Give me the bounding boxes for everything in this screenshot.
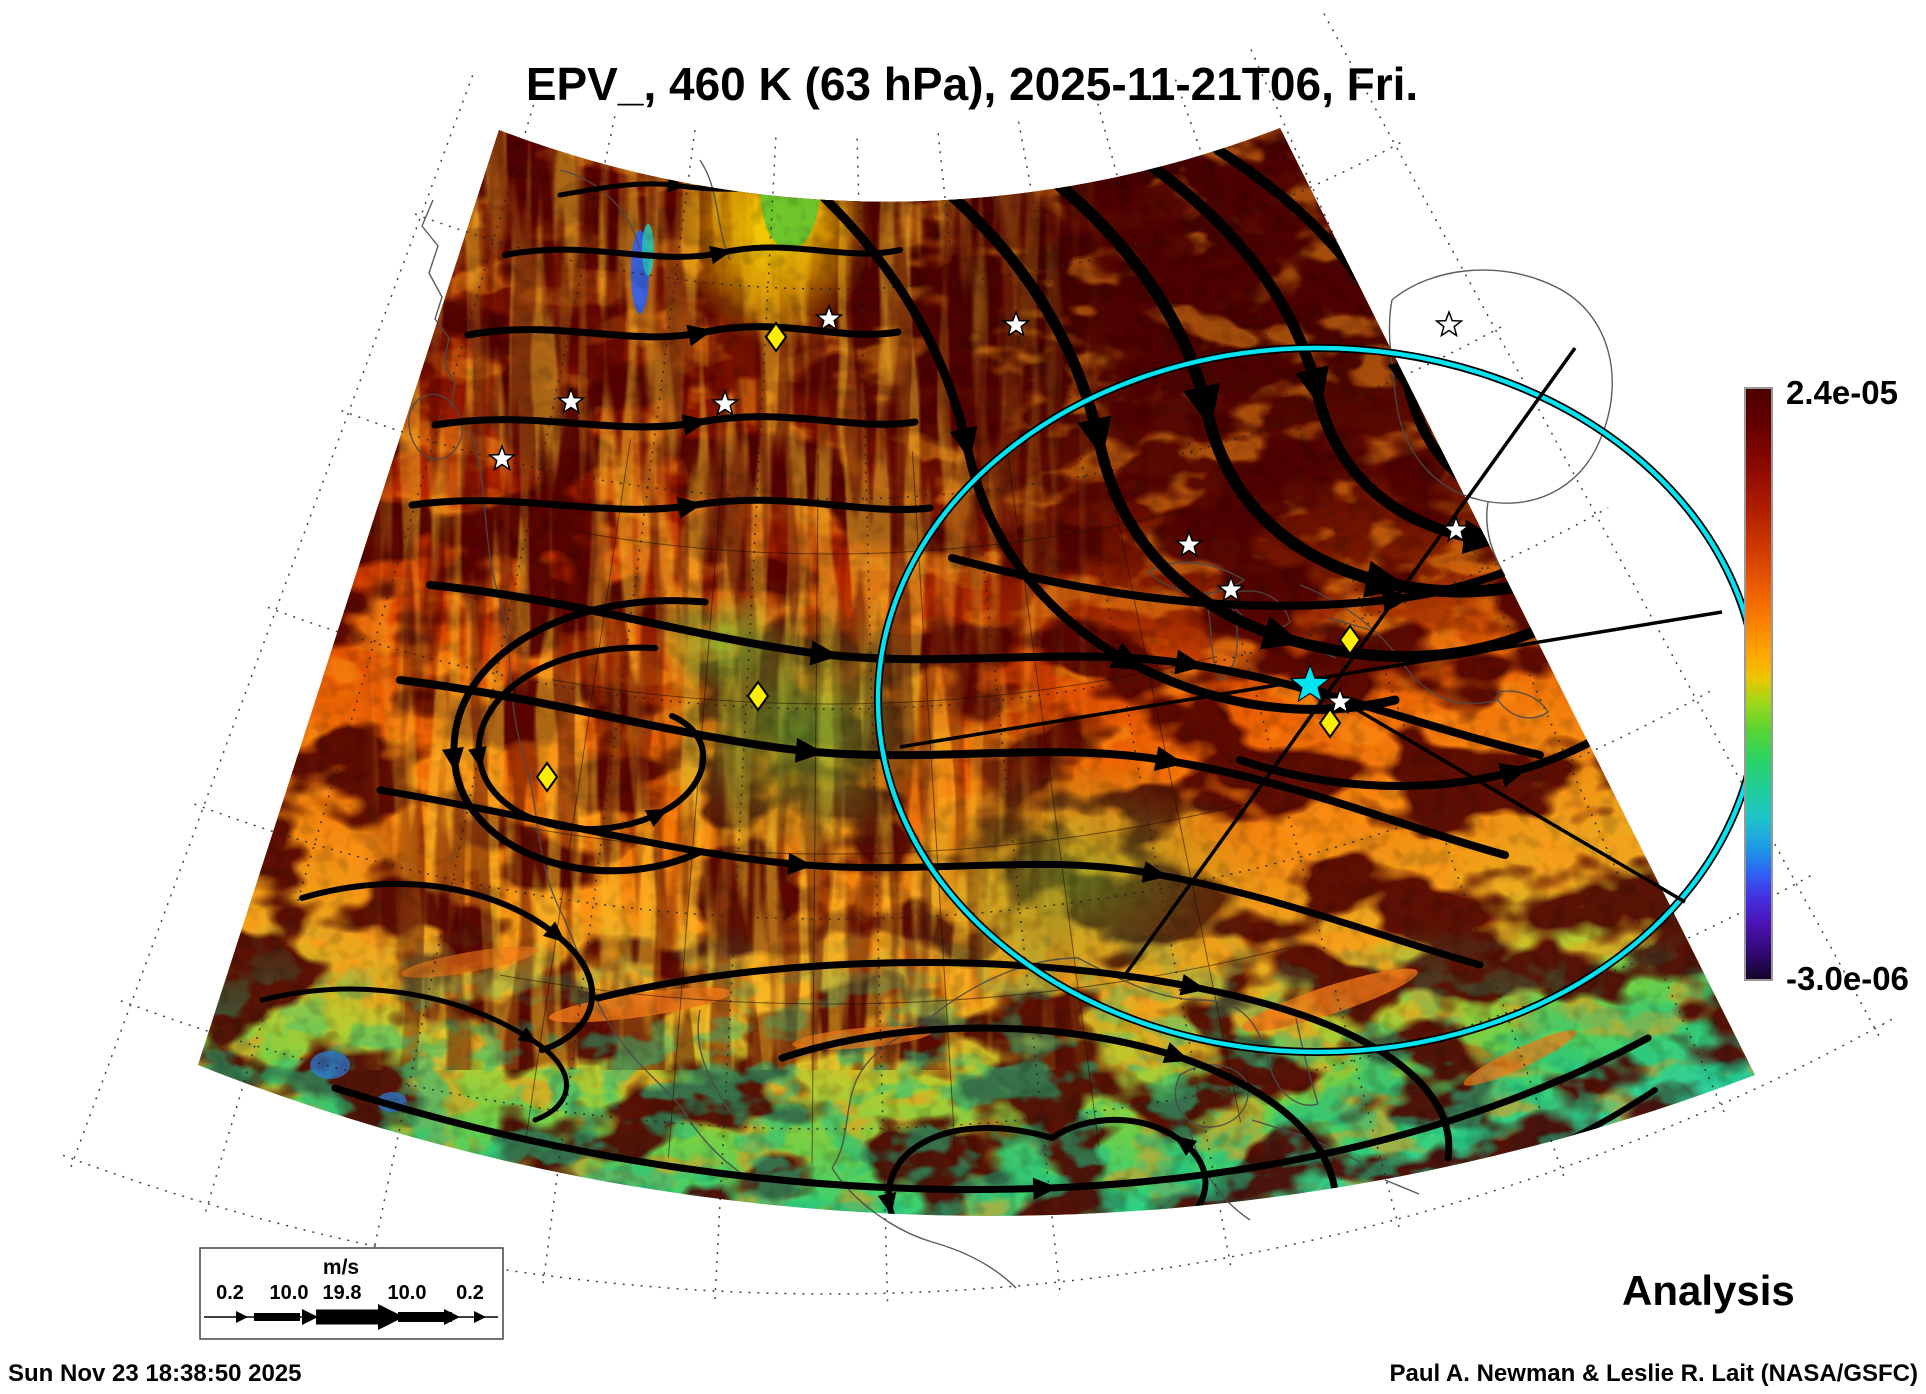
station-star-icon <box>814 303 844 332</box>
legend-value: 0.2 <box>216 1282 244 1304</box>
colorbar-max-label: 2.4e-05 <box>1786 374 1898 411</box>
epv-field <box>198 128 1755 1216</box>
station-star-icon <box>1325 686 1355 715</box>
legend-value: 0.2 <box>456 1282 484 1304</box>
colorbar-min-label: -3.0e-06 <box>1786 960 1909 997</box>
site-diamond-icon <box>1338 624 1362 656</box>
legend-value: 10.0 <box>270 1282 309 1304</box>
site-diamond-icon <box>764 321 788 353</box>
legend-value: 10.0 <box>388 1282 427 1304</box>
highlighted-site-star-icon <box>1289 663 1331 703</box>
analysis-label: Analysis <box>1622 1267 1795 1314</box>
station-star-icon <box>710 388 740 417</box>
station-star-icon <box>1441 514 1471 543</box>
legend-unit-label: m/s <box>323 1256 359 1279</box>
colorbar: 2.4e-05 -3.0e-06 <box>1744 374 1909 997</box>
wind-speed-legend: m/s 0.2 10.0 19.8 10.0 0.2 <box>199 1247 504 1340</box>
timestamp: Sun Nov 23 18:38:50 2025 <box>8 1360 302 1387</box>
site-diamond-icon <box>535 761 559 793</box>
site-diamond-icon <box>746 680 770 712</box>
station-star-icon <box>1434 309 1464 338</box>
station-star-icon <box>1001 309 1031 338</box>
station-star-icon <box>487 443 517 472</box>
site-diamond-icon <box>1318 707 1342 739</box>
station-star-icon <box>1216 574 1246 603</box>
figure-title: EPV_, 460 K (63 hPa), 2025-11-21T06, Fri… <box>526 58 1418 110</box>
credit: Paul A. Newman & Leslie R. Lait (NASA/GS… <box>1389 1360 1918 1387</box>
station-star-icon <box>1174 529 1204 558</box>
station-star-icon <box>556 386 586 415</box>
site-markers <box>487 303 1471 793</box>
legend-value: 19.8 <box>323 1282 362 1304</box>
legend-arrow-scale <box>204 1304 498 1330</box>
